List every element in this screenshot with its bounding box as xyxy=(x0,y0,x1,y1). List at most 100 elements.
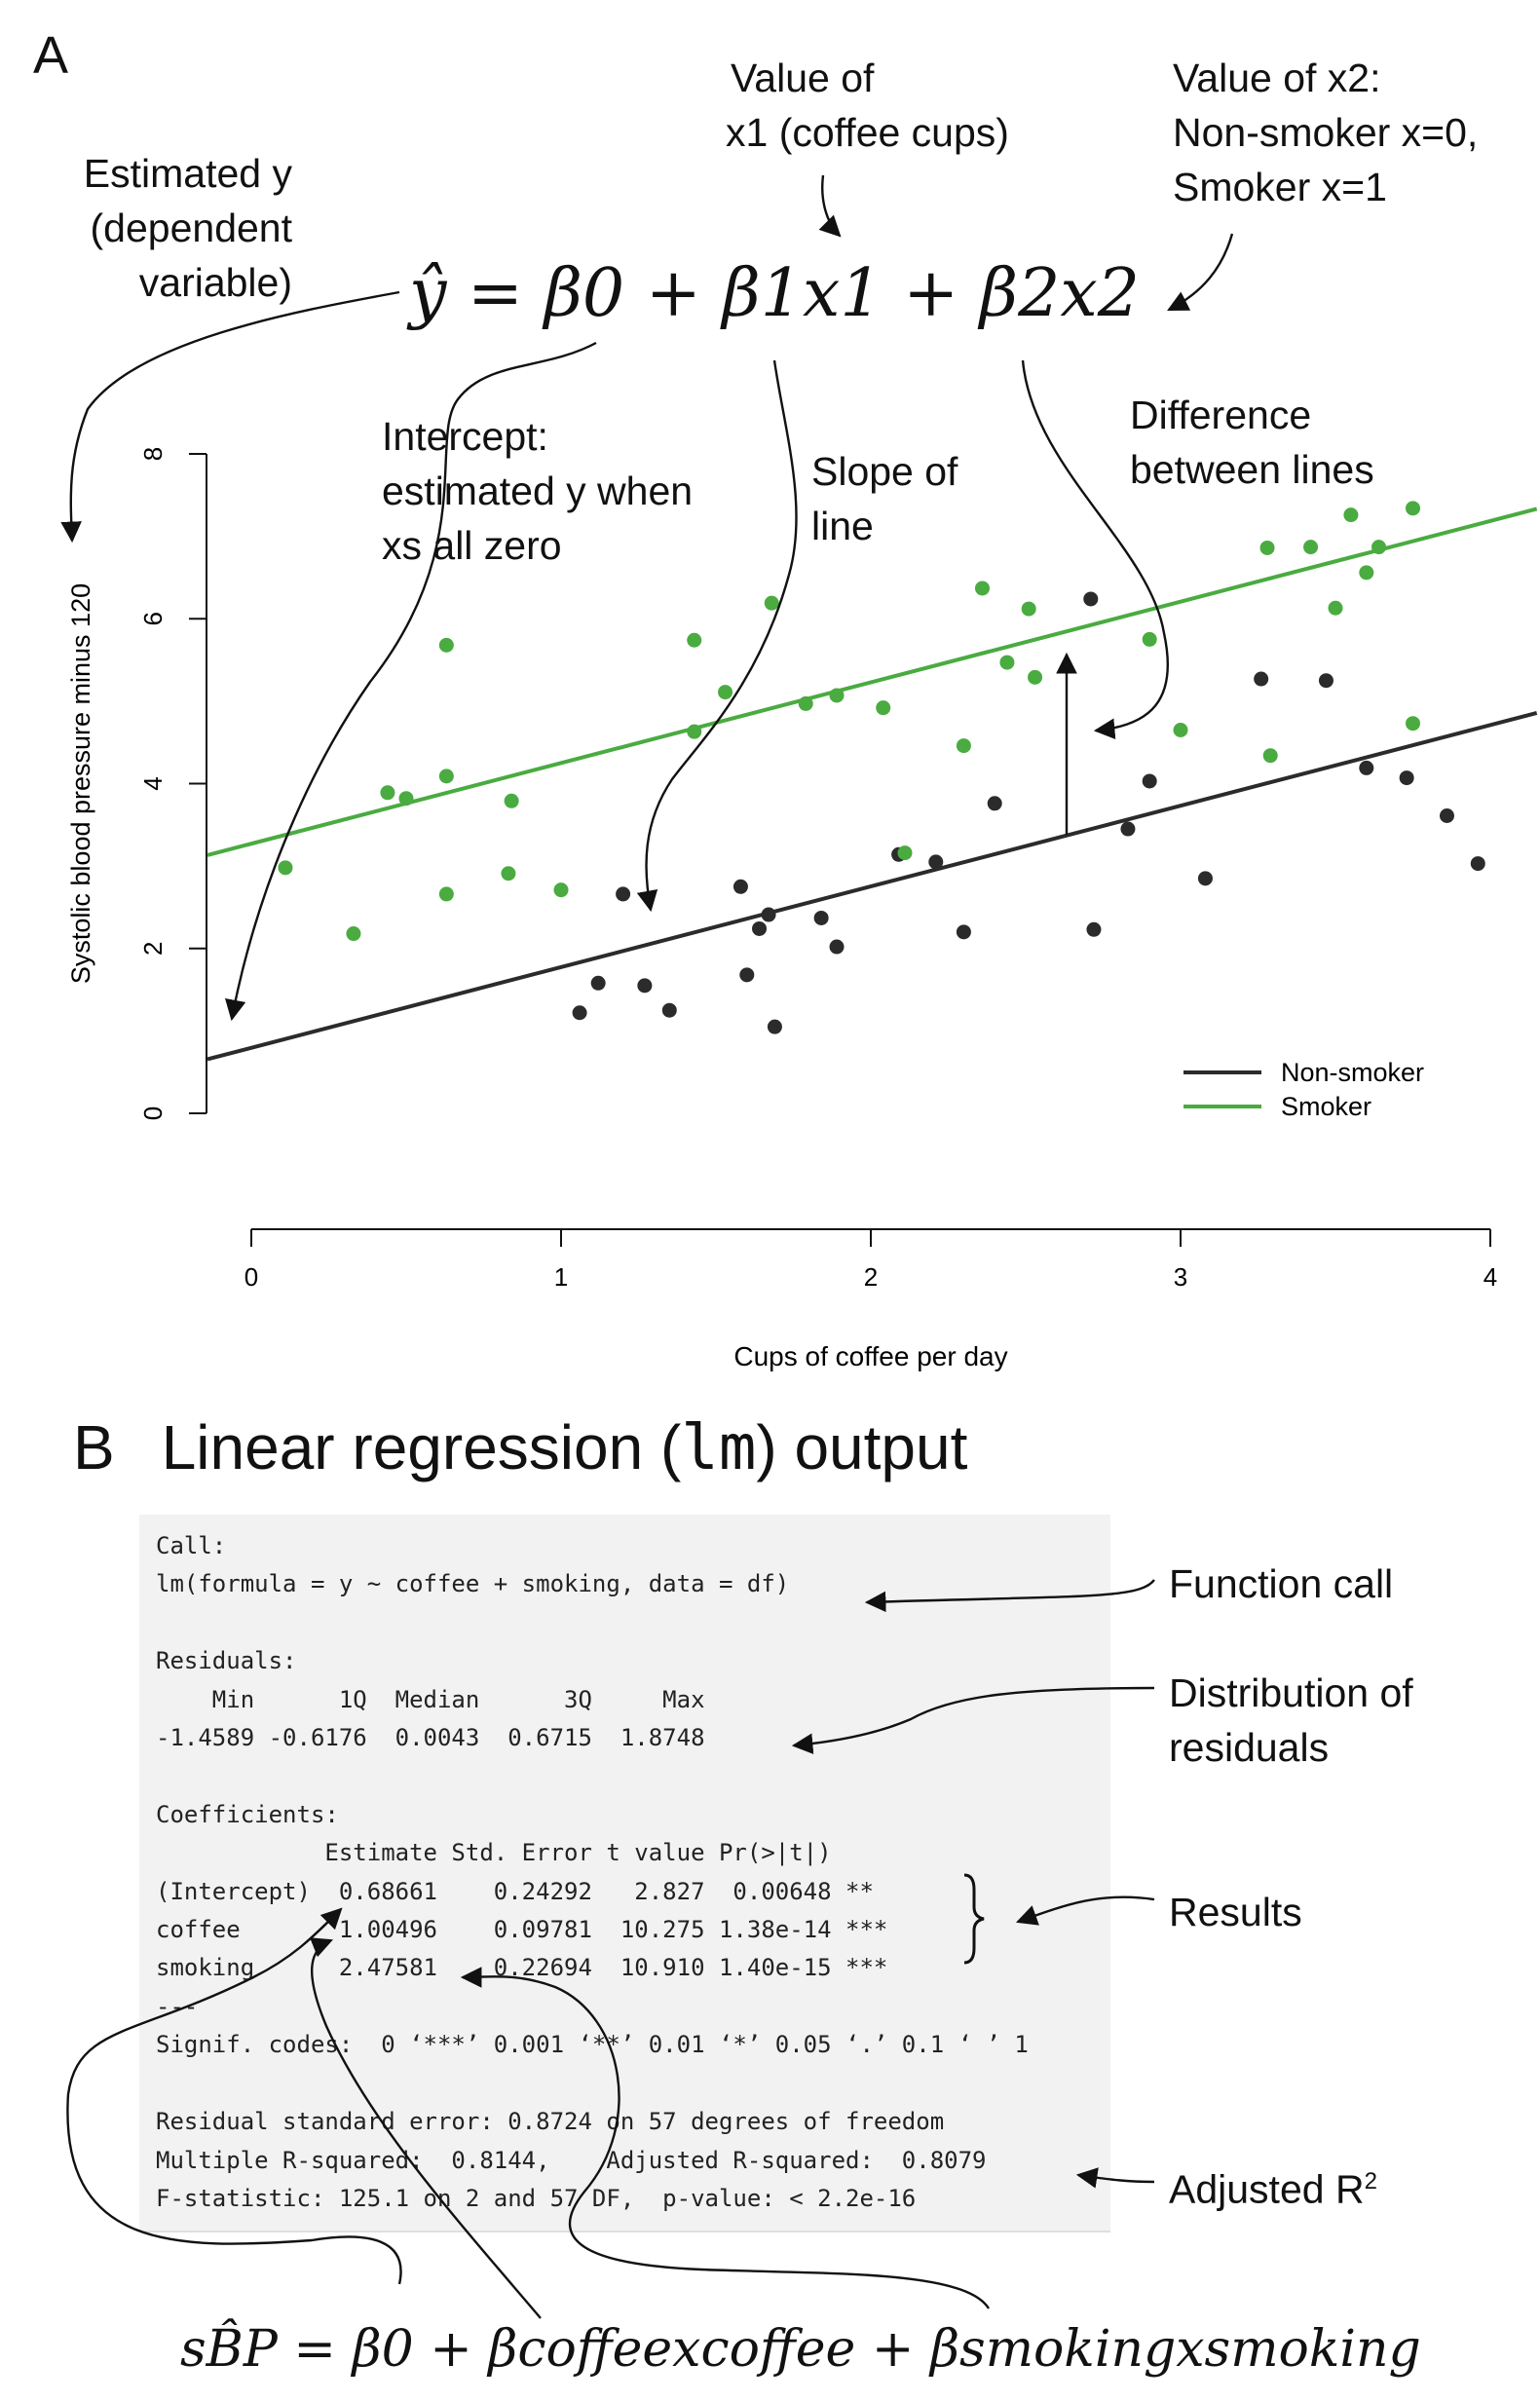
annotation-line: between lines xyxy=(1130,447,1374,492)
data-point-smoker xyxy=(1371,540,1387,555)
bottom-equation: sB̂P = β0 + βcoffeexcoffee + βsmokingxsm… xyxy=(180,2320,1421,2379)
annotation-line: estimated y when xyxy=(382,469,694,513)
data-point-smoker xyxy=(1343,507,1359,523)
data-point-non-smoker xyxy=(1470,856,1485,872)
annotation-slope: Slope of line xyxy=(811,444,1026,553)
data-point-non-smoker xyxy=(1439,808,1454,824)
panel-b-title-suffix: ) output xyxy=(756,1412,968,1482)
data-point-non-smoker xyxy=(1120,821,1136,837)
data-point-smoker xyxy=(1028,669,1043,685)
legend-label: Non-smoker xyxy=(1281,1058,1424,1087)
data-point-non-smoker xyxy=(1083,591,1099,607)
lm-summary-output: Call: lm(formula = y ~ coffee + smoking,… xyxy=(156,1532,1029,2212)
panel-b-title-code: lm xyxy=(681,1412,757,1484)
annotation-value-x1: Value of x1 (coffee cups) xyxy=(726,51,1057,160)
annotation-estimated-y: Estimated y (dependent variable) xyxy=(29,146,292,310)
annotation-line: Value of xyxy=(731,56,875,100)
data-point-non-smoker xyxy=(813,910,829,925)
data-point-non-smoker xyxy=(928,854,944,870)
data-point-smoker xyxy=(553,882,569,898)
annotation-line: Difference xyxy=(1130,393,1312,437)
data-point-smoker xyxy=(718,685,733,700)
annotation-line: residuals xyxy=(1169,1725,1330,1770)
annotation-line: xs all zero xyxy=(382,523,562,568)
fit-line-non-smoker xyxy=(207,711,1538,1062)
data-point-non-smoker xyxy=(732,879,748,894)
arrow-intercept xyxy=(225,341,597,1022)
y-tick-label: 2 xyxy=(138,942,168,956)
data-point-smoker xyxy=(687,632,702,648)
data-point-non-smoker xyxy=(1142,773,1157,789)
data-point-smoker xyxy=(1359,565,1374,581)
data-point-smoker xyxy=(1303,540,1319,555)
data-point-smoker xyxy=(687,724,702,739)
data-point-non-smoker xyxy=(590,975,606,991)
x-tick-label: 2 xyxy=(864,1262,878,1292)
data-point-smoker xyxy=(956,738,971,754)
annotation-line: variable) xyxy=(138,260,292,305)
data-point-non-smoker xyxy=(956,924,971,940)
x-axis-label: Cups of coffee per day xyxy=(733,1341,1007,1371)
data-point-smoker xyxy=(438,769,454,784)
annotation-line: (dependent xyxy=(90,206,292,250)
x-tick-label: 4 xyxy=(1484,1262,1497,1292)
panel-a-label: A xyxy=(33,26,69,85)
fit-line-smoker xyxy=(207,506,1538,857)
data-point-smoker xyxy=(1259,540,1275,555)
data-point-smoker xyxy=(1173,722,1188,737)
data-point-smoker xyxy=(1406,501,1420,516)
data-point-smoker xyxy=(876,700,891,716)
data-point-smoker xyxy=(974,581,990,596)
data-point-non-smoker xyxy=(752,920,768,936)
data-point-non-smoker xyxy=(829,939,845,955)
data-point-non-smoker xyxy=(1197,871,1213,886)
data-point-non-smoker xyxy=(767,1019,782,1034)
data-point-smoker xyxy=(1142,631,1157,647)
data-point-smoker xyxy=(438,886,454,902)
panel-b-title-text: Linear regression ( xyxy=(161,1412,682,1482)
data-point-smoker xyxy=(504,793,519,808)
annotation-line: Slope of xyxy=(811,449,958,494)
annotation-line: Distribution of xyxy=(1169,1670,1413,1715)
data-point-smoker xyxy=(1021,601,1036,617)
annotation-line: x1 (coffee cups) xyxy=(726,110,1009,155)
annotation-line: Estimated y xyxy=(83,151,292,196)
data-point-non-smoker xyxy=(661,1002,677,1018)
regression-equation: ŷ = β0 + β1x1 + β2x2 xyxy=(409,255,1140,332)
data-point-non-smoker xyxy=(1318,673,1333,689)
data-point-smoker xyxy=(798,695,813,711)
data-point-smoker xyxy=(1406,716,1420,732)
data-point-smoker xyxy=(897,845,913,861)
y-tick-label: 6 xyxy=(138,612,168,625)
label-distribution-residuals: Distribution of residuals xyxy=(1169,1666,1413,1775)
x-tick-label: 0 xyxy=(244,1262,258,1292)
annotation-value-x2: Value of x2: Non-smoker x=0, Smoker x=1 xyxy=(1173,51,1533,214)
annotation-line: Smoker x=1 xyxy=(1173,165,1387,209)
data-point-smoker xyxy=(829,688,845,703)
label-adjusted-r2: Adjusted R2 xyxy=(1169,2155,1377,2217)
data-point-non-smoker xyxy=(637,978,653,994)
data-point-non-smoker xyxy=(1086,921,1102,937)
annotation-line: Non-smoker x=0, xyxy=(1173,110,1479,155)
data-point-non-smoker xyxy=(1254,671,1269,687)
annotation-difference: Difference between lines xyxy=(1130,388,1442,497)
label-adjusted-r2-sup: 2 xyxy=(1364,2168,1377,2195)
arrow-value-x2 xyxy=(1167,233,1234,312)
data-point-non-smoker xyxy=(739,967,755,983)
legend-label: Smoker xyxy=(1281,1092,1371,1121)
y-tick-label: 8 xyxy=(138,447,168,461)
data-point-non-smoker xyxy=(761,907,776,922)
x-tick-label: 3 xyxy=(1174,1262,1187,1292)
data-point-smoker xyxy=(1328,600,1343,616)
data-point-non-smoker xyxy=(572,1005,587,1021)
data-point-non-smoker xyxy=(1399,770,1414,786)
data-point-smoker xyxy=(501,866,516,882)
data-point-smoker xyxy=(380,785,395,801)
data-point-smoker xyxy=(1262,748,1278,764)
data-point-non-smoker xyxy=(616,886,631,902)
panel-b-title: B Linear regression (lm) output xyxy=(73,1408,967,1487)
data-point-smoker xyxy=(278,860,293,876)
panel-b-label: B xyxy=(73,1412,115,1482)
data-point-smoker xyxy=(764,595,779,611)
arrow-slope xyxy=(636,359,798,913)
